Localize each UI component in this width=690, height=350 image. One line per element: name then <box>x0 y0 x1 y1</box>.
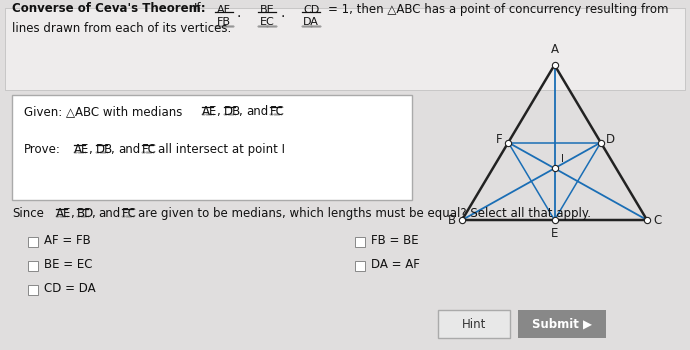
Text: AF: AF <box>217 5 231 15</box>
Text: If: If <box>194 2 201 15</box>
Text: AE: AE <box>202 105 217 118</box>
Text: ,: , <box>88 143 92 156</box>
Text: Given: △ABC with medians: Given: △ABC with medians <box>24 105 182 118</box>
Text: Since: Since <box>12 207 44 220</box>
Text: C: C <box>653 214 662 226</box>
Text: AF = FB: AF = FB <box>44 234 91 247</box>
Text: FB = BE: FB = BE <box>371 234 419 247</box>
Text: AE: AE <box>74 143 90 156</box>
Text: ,: , <box>70 207 74 220</box>
Text: ,: , <box>216 105 219 118</box>
Text: Submit ▶: Submit ▶ <box>532 317 592 330</box>
Text: and: and <box>98 207 120 220</box>
Text: DA = AF: DA = AF <box>371 259 420 272</box>
Text: BE = EC: BE = EC <box>44 259 92 272</box>
Text: ·: · <box>280 10 284 24</box>
Text: Prove:: Prove: <box>24 143 61 156</box>
Text: = 1, then △ABC has a point of concurrency resulting from: = 1, then △ABC has a point of concurrenc… <box>328 4 669 16</box>
Text: FB: FB <box>217 17 231 27</box>
Text: FC: FC <box>142 143 157 156</box>
Text: A: A <box>551 43 558 56</box>
FancyBboxPatch shape <box>28 285 38 295</box>
FancyBboxPatch shape <box>438 310 510 338</box>
Text: B: B <box>448 214 455 226</box>
Text: are given to be medians, which lengths must be equal? Select all that apply.: are given to be medians, which lengths m… <box>138 207 591 220</box>
Text: CD: CD <box>303 5 319 15</box>
Text: DB: DB <box>96 143 113 156</box>
FancyBboxPatch shape <box>355 237 365 247</box>
Text: ,: , <box>238 105 242 118</box>
FancyBboxPatch shape <box>5 8 685 90</box>
Text: EC: EC <box>259 17 275 27</box>
Text: Converse of Ceva's Theorem:: Converse of Ceva's Theorem: <box>12 2 206 15</box>
Text: CD = DA: CD = DA <box>44 282 96 295</box>
Text: lines drawn from each of its vertices.: lines drawn from each of its vertices. <box>12 22 231 35</box>
Text: and: and <box>246 105 268 118</box>
Text: BE: BE <box>259 5 275 15</box>
FancyBboxPatch shape <box>28 237 38 247</box>
FancyBboxPatch shape <box>355 261 365 271</box>
Text: F: F <box>496 133 503 146</box>
Text: ·: · <box>237 10 241 24</box>
FancyBboxPatch shape <box>518 310 606 338</box>
Text: Hint: Hint <box>462 317 486 330</box>
Text: FC: FC <box>122 207 137 220</box>
Text: E: E <box>551 227 558 240</box>
Text: DB: DB <box>224 105 241 118</box>
Text: all intersect at point I: all intersect at point I <box>158 143 285 156</box>
Text: FC: FC <box>270 105 285 118</box>
FancyBboxPatch shape <box>12 95 412 200</box>
FancyBboxPatch shape <box>28 261 38 271</box>
Text: I: I <box>560 154 564 164</box>
Text: BD: BD <box>77 207 95 220</box>
Text: AE: AE <box>56 207 71 220</box>
Text: DA: DA <box>303 17 319 27</box>
Text: ,: , <box>91 207 95 220</box>
Text: and: and <box>118 143 140 156</box>
Text: ,: , <box>110 143 114 156</box>
Text: D: D <box>606 133 615 146</box>
